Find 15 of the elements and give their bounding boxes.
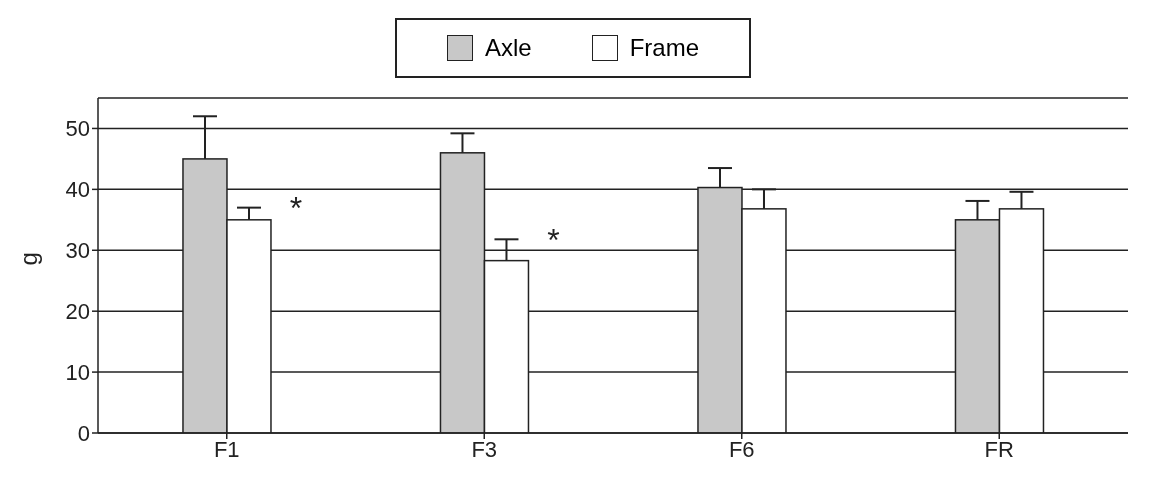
y-tick-label: 10 — [65, 359, 90, 385]
y-tick-label: 30 — [65, 238, 90, 264]
y-tick-label: 40 — [65, 177, 90, 203]
y-tick-label: 20 — [65, 298, 90, 324]
x-tick-label: FR — [984, 436, 1014, 462]
y-tick-label: 0 — [77, 420, 90, 446]
annotation: * — [547, 221, 560, 258]
x-tick-label: F3 — [471, 436, 498, 462]
y-axis-title: g — [14, 252, 42, 266]
legend-label: Axle — [484, 34, 532, 62]
legend-label: Frame — [628, 34, 700, 62]
x-tick-label: F1 — [213, 436, 240, 462]
y-tick-label: 50 — [65, 116, 90, 142]
x-tick-label: F6 — [728, 436, 755, 462]
annotation: * — [289, 190, 303, 226]
